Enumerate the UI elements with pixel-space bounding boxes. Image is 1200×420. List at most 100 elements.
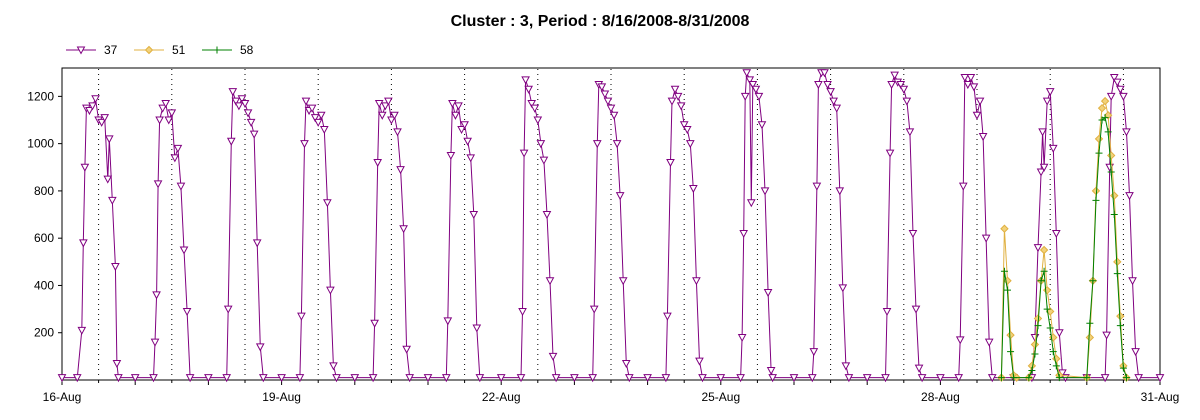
data-point — [516, 374, 526, 383]
data-point — [457, 125, 466, 135]
data-point — [393, 128, 402, 137]
data-point — [606, 104, 616, 113]
data-point — [100, 114, 110, 123]
data-point — [475, 374, 485, 383]
data-point — [882, 307, 892, 317]
data-point — [1036, 168, 1046, 177]
data-point — [972, 111, 982, 120]
data-point — [373, 159, 383, 168]
data-point — [1034, 322, 1042, 330]
data-point — [112, 359, 122, 369]
data-point — [1094, 134, 1104, 144]
data-point — [170, 154, 180, 163]
chart-title: Cluster : 3, Period : 8/16/2008-8/31/200… — [451, 13, 750, 30]
y-axis: 200 400 600 800 1000 1200 — [27, 89, 62, 340]
data-point — [885, 149, 895, 158]
data-point — [384, 97, 393, 106]
data-point — [624, 374, 634, 383]
data-point — [737, 333, 747, 343]
data-point — [987, 374, 997, 383]
data-point — [716, 374, 726, 383]
data-point — [104, 135, 114, 144]
data-point — [588, 374, 598, 383]
x-tick-label: 22-Aug — [482, 390, 521, 404]
data-point — [448, 99, 457, 109]
data-point — [1122, 128, 1131, 137]
data-point — [1104, 128, 1112, 136]
data-point — [958, 182, 968, 191]
data-point — [396, 166, 405, 175]
data-point — [1110, 211, 1118, 219]
data-point — [751, 85, 761, 94]
data-point — [612, 140, 622, 149]
data-point — [228, 88, 238, 97]
data-point — [963, 81, 973, 90]
data-point — [173, 144, 183, 153]
data-point — [150, 338, 160, 347]
data-point — [226, 137, 236, 146]
data-point — [446, 151, 456, 161]
x-tick-label: 16-Aug — [43, 390, 82, 404]
grid — [98, 69, 1124, 379]
data-point — [911, 305, 921, 314]
data-point — [746, 199, 756, 208]
data-point — [329, 362, 338, 371]
data-point — [1040, 267, 1048, 275]
data-point — [521, 76, 530, 85]
data-point — [1107, 168, 1115, 176]
data-point — [111, 263, 120, 272]
data-point — [981, 234, 991, 243]
x-axis: 16-Aug 19-Aug 22-Aug 25-Aug 28-Aug 31-Aug — [43, 380, 1180, 404]
data-point — [301, 97, 311, 106]
data-point — [469, 211, 479, 220]
data-point — [902, 97, 912, 106]
data-point — [310, 114, 320, 123]
data-point — [1028, 367, 1036, 375]
data-point — [1103, 111, 1113, 120]
data-point — [319, 125, 329, 135]
data-point — [1106, 92, 1116, 101]
data-point — [527, 99, 537, 109]
data-point — [745, 76, 755, 85]
data-point — [1116, 322, 1124, 330]
data-point — [79, 239, 88, 248]
data-point — [533, 116, 543, 125]
data-point — [1102, 331, 1111, 340]
data-point — [323, 199, 332, 208]
data-point — [307, 104, 317, 113]
data-point — [1116, 85, 1125, 94]
data-point — [1119, 92, 1128, 101]
data-point — [809, 348, 819, 357]
data-point — [966, 73, 976, 83]
data-point — [685, 140, 695, 149]
data-point — [899, 85, 909, 94]
data-point — [589, 305, 599, 314]
data-point — [246, 118, 256, 127]
data-point — [1030, 340, 1040, 349]
legend-item-58: 58 — [202, 43, 254, 57]
data-point — [153, 180, 163, 189]
data-point — [682, 125, 692, 135]
data-point — [387, 116, 396, 125]
data-point — [234, 102, 244, 111]
data-point — [695, 357, 704, 366]
x-tick-label: 31-Aug — [1141, 390, 1180, 404]
data-point — [80, 163, 90, 172]
data-point — [185, 374, 195, 383]
data-point — [1100, 96, 1110, 106]
data-point — [237, 95, 247, 104]
data-point — [841, 362, 851, 371]
data-point — [176, 182, 186, 191]
data-point — [380, 102, 390, 111]
data-point — [609, 111, 619, 120]
series-58 — [997, 114, 1130, 382]
data-point — [1109, 73, 1119, 83]
data-point — [103, 175, 113, 184]
legend: 37 51 58 — [66, 43, 254, 57]
data-point — [826, 88, 835, 97]
data-point — [77, 326, 87, 335]
data-point — [1000, 267, 1008, 275]
data-point — [832, 104, 842, 113]
data-point — [326, 286, 335, 295]
y-tick-label: 1200 — [27, 89, 54, 103]
